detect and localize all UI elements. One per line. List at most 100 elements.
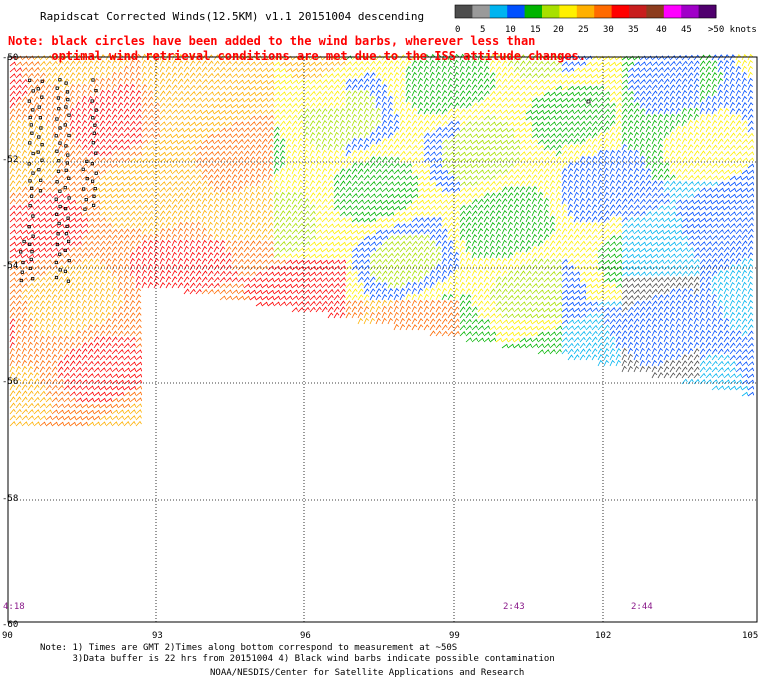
wind-barb: [93, 89, 99, 97]
wind-barb: [93, 60, 100, 67]
wind-barb: [603, 149, 610, 157]
wind-barb: [651, 96, 658, 103]
wind-barb: [339, 149, 345, 157]
wind-barb: [297, 149, 303, 157]
wind-barb: [495, 115, 503, 121]
wind-barb: [207, 127, 215, 133]
wind-barb: [519, 91, 526, 97]
wind-barb: [207, 109, 215, 115]
wind-barb: [243, 85, 251, 91]
wind-barb: [117, 96, 124, 103]
wind-barb: [621, 149, 627, 157]
wind-barb: [693, 72, 700, 79]
wind-barb: [567, 127, 574, 133]
wind-barb: [729, 120, 736, 127]
wind-barb: [99, 126, 106, 133]
wind-barb: [189, 115, 197, 121]
wind-barb: [111, 132, 118, 139]
wind-barb: [747, 71, 753, 79]
wind-barb: [495, 109, 502, 115]
wind-barb: [429, 108, 436, 115]
wind-barb: [705, 144, 712, 151]
wind-barb: [663, 72, 670, 79]
wind-barb: [345, 102, 352, 109]
wind-barb: [93, 83, 99, 91]
wind-barb: [99, 65, 106, 73]
wind-barb: [69, 144, 76, 151]
wind-barb: [363, 137, 370, 145]
wind-barb: [393, 66, 400, 73]
wind-barb: [699, 113, 705, 121]
wind-barb: [39, 90, 46, 97]
wind-barb: [471, 96, 478, 103]
wind-barb: [465, 145, 473, 151]
wind-barb: [603, 108, 610, 115]
wind-barb: [33, 96, 40, 103]
wind-barb: [417, 83, 423, 91]
wind-barb: [123, 77, 129, 85]
wind-barb: [99, 108, 106, 115]
wind-barb: [747, 59, 753, 67]
wind-barb: [429, 77, 435, 85]
wind-barb: [117, 89, 124, 97]
wind-barb: [645, 102, 652, 109]
wind-barb: [405, 83, 411, 91]
wind-barb: [435, 126, 442, 133]
wind-barb: [111, 126, 118, 133]
wind-barb: [399, 150, 406, 157]
wind-barb: [501, 90, 508, 97]
wind-barb: [465, 108, 472, 115]
wind-barb: [465, 151, 473, 157]
wind-barb: [555, 85, 563, 91]
wind-barb: [489, 139, 497, 145]
wind-barb: [393, 132, 400, 139]
wind-barb: [399, 126, 406, 133]
wind-barb: [381, 89, 387, 97]
colorbar-label: 15: [530, 25, 541, 35]
wind-barb: [141, 65, 147, 73]
wind-barb: [687, 72, 694, 79]
wind-barb: [609, 114, 616, 121]
wind-barb: [171, 53, 178, 61]
wind-barb: [9, 61, 17, 67]
wind-barb: [231, 79, 239, 85]
wind-barb: [495, 90, 502, 97]
wind-barb: [75, 150, 82, 157]
wind-barb: [579, 115, 586, 121]
wind-barb: [147, 59, 153, 67]
wind-barb: [33, 125, 39, 133]
wind-barb: [435, 83, 441, 91]
wind-barb: [555, 115, 563, 121]
wind-barb: [219, 103, 227, 109]
wind-barb: [273, 109, 280, 115]
wind-barb: [255, 121, 262, 127]
wind-barb: [465, 96, 472, 103]
wind-barb: [333, 73, 340, 79]
wind-barb: [177, 151, 185, 157]
wind-barb: [189, 78, 196, 85]
wind-barb: [267, 132, 274, 139]
wind-barb: [477, 109, 484, 115]
wind-barb: [309, 79, 316, 85]
wind-barb: [711, 89, 717, 97]
wind-barb: [519, 78, 526, 85]
wind-barb: [549, 103, 557, 109]
wind-barb: [165, 151, 173, 157]
wind-barb: [645, 78, 652, 85]
wind-barb: [261, 67, 269, 73]
wind-barb: [627, 55, 635, 61]
wind-barb: [357, 125, 363, 133]
wind-barb: [303, 73, 311, 79]
wind-barb: [333, 125, 339, 133]
wind-barb: [351, 150, 358, 157]
wind-barb: [123, 139, 130, 145]
wind-barb: [507, 139, 515, 145]
wind-barb: [621, 67, 629, 73]
wind-barb: [357, 90, 364, 97]
wind-barb: [123, 96, 130, 103]
wind-barb: [39, 131, 45, 139]
wind-barb: [633, 79, 640, 85]
wind-barb: [621, 126, 628, 133]
wind-barb: [621, 120, 628, 127]
wind-barb: [585, 79, 593, 85]
